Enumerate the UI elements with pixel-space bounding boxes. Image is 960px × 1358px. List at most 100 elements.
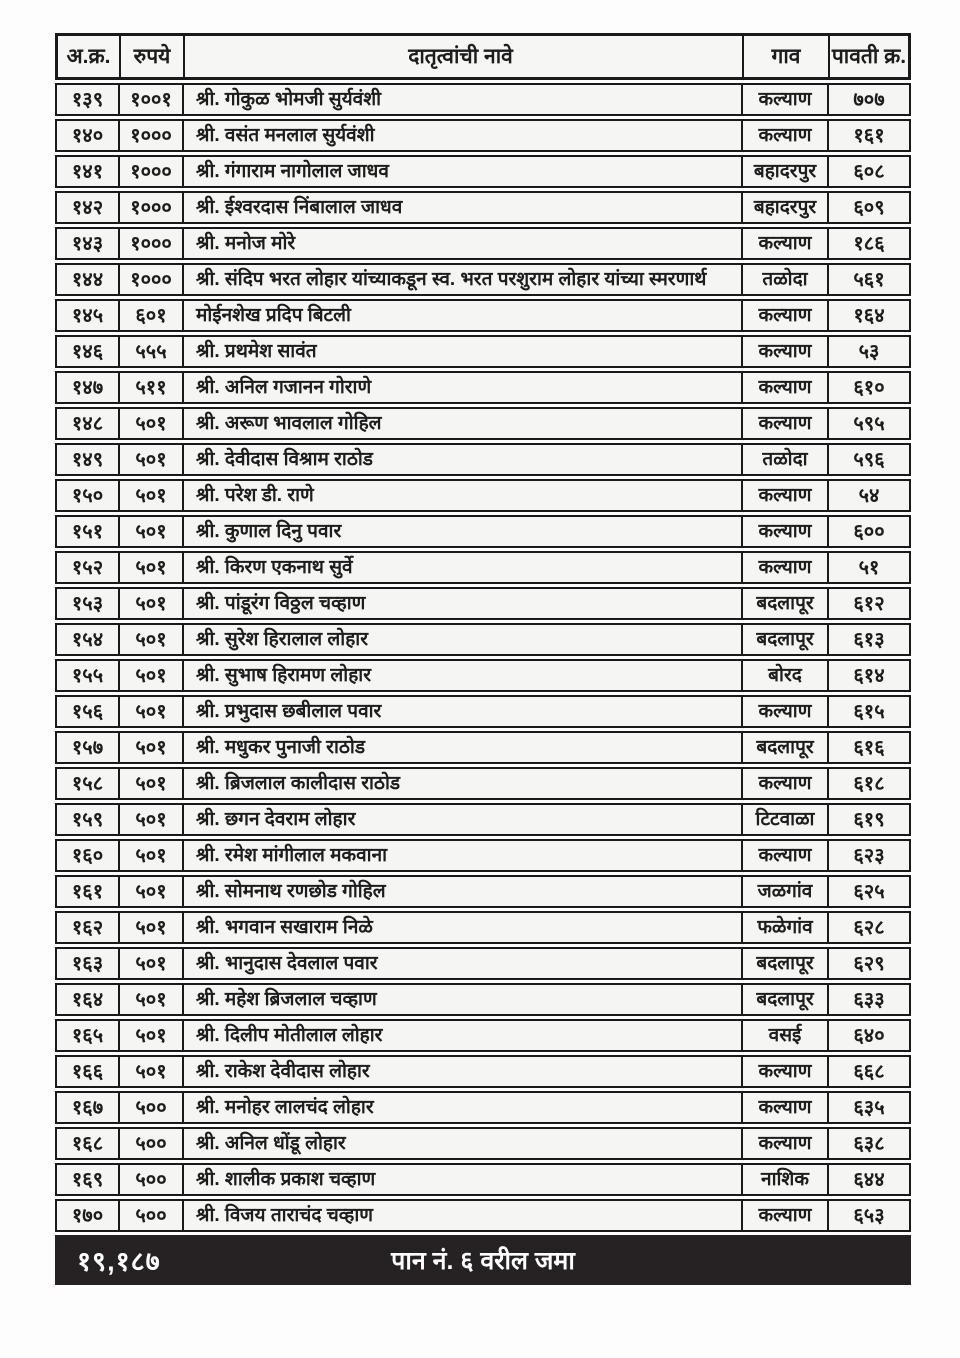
cell-serial: १६७ [57, 1093, 120, 1122]
cell-village: वसई [743, 1021, 829, 1050]
cell-village: कल्याण [743, 517, 829, 546]
cell-serial: १६० [57, 841, 120, 870]
cell-receipt: १८६ [853, 232, 885, 255]
cell-receipt: ६०८ [853, 160, 885, 183]
cell-name: श्री. रमेश मांगीलाल मकवाना [184, 841, 743, 870]
cell-serial: १४५ [57, 301, 120, 330]
cell-amount: ५०१ [120, 481, 184, 510]
table-row: १५० ५०१ श्री. परेश डी. राणे कल्याण ५४ [55, 479, 911, 512]
table-header-row: अ.क्र. रुपये दातृत्वांची नावे गाव पावती … [55, 33, 911, 80]
table-row: १७० ५०० श्री. विजय ताराचंद चव्हाण कल्याण ६५३ [55, 1199, 911, 1232]
cell-name: श्री. छगन देवराम लोहार [184, 805, 743, 834]
cell-village: बहादरपुर [743, 193, 829, 222]
cell-village: कल्याण [743, 121, 829, 150]
cell-amount: ५०१ [120, 445, 184, 474]
cell-amount: ५०१ [120, 913, 184, 942]
table-row: १५१ ५०१ श्री. कुणाल दिनु पवार कल्याण ६०० [55, 515, 911, 548]
table-row: १५८ ५०१ श्री. ब्रिजलाल कालीदास राठोड कल्याण… [55, 767, 911, 800]
cell-serial: १५४ [57, 625, 120, 654]
cell-name: श्री. गोकुळ भोमजी सुर्यवंशी [184, 85, 743, 114]
cell-amount: ५०१ [120, 1057, 184, 1086]
cell-receipt: ५९६ [853, 448, 885, 471]
table-row: १५२ ५०१ श्री. किरण एकनाथ सुर्वे कल्याण ५१ [55, 551, 911, 584]
cell-name: श्री. ईश्वरदास निंबालाल जाधव [184, 193, 743, 222]
table-row: १३९ १००१ श्री. गोकुळ भोमजी सुर्यवंशी कल्याण… [55, 83, 911, 116]
cell-amount: ५०१ [120, 589, 184, 618]
cell-name: श्री. पांडूरंग विठ्ठल चव्हाण [184, 589, 743, 618]
cell-village: बदलापूर [743, 589, 829, 618]
cell-serial: १५५ [57, 661, 120, 690]
cell-name: श्री. ब्रिजलाल कालीदास राठोड [184, 769, 743, 798]
table-row: १४९ ५०१ श्री. देवीदास विश्राम राठोड तळोदा ५९… [55, 443, 911, 476]
cell-village: कल्याण [743, 481, 829, 510]
cell-village: बोरद [743, 661, 829, 690]
cell-name: श्री. भानुदास देवलाल पवार [184, 949, 743, 978]
cell-name: श्री. वसंत मनलाल सुर्यवंशी [184, 121, 743, 150]
cell-name: श्री. विजय ताराचंद चव्हाण [184, 1201, 743, 1230]
cell-receipt: १६४ [853, 304, 885, 327]
table-body: १३९ १००१ श्री. गोकुळ भोमजी सुर्यवंशी कल्याण… [55, 83, 911, 1232]
table-row: १४८ ५०१ श्री. अरूण भावलाल गोहिल कल्याण ५९५ [55, 407, 911, 440]
cell-receipt: ६२३ [853, 844, 885, 867]
cell-serial: १४८ [57, 409, 120, 438]
cell-name: श्री. अनिल गजानन गोराणे [184, 373, 743, 402]
cell-village: कल्याण [743, 373, 829, 402]
cell-amount: ५०१ [120, 625, 184, 654]
cell-name: श्री. भगवान सखाराम निळे [184, 913, 743, 942]
cell-name: श्री. अरूण भावलाल गोहिल [184, 409, 743, 438]
cell-amount: १००१ [120, 85, 184, 114]
cell-serial: १५७ [57, 733, 120, 762]
cell-name: श्री. राकेश देवीदास लोहार [184, 1057, 743, 1086]
table-row: १६४ ५०१ श्री. महेश ब्रिजलाल चव्हाण बदलापूर ६… [55, 983, 911, 1016]
cell-amount: १००० [120, 265, 184, 294]
cell-amount: १००० [120, 121, 184, 150]
cell-serial: १४३ [57, 229, 120, 258]
table-row: १४२ १००० श्री. ईश्वरदास निंबालाल जाधव बहादर… [55, 191, 911, 224]
cell-village: कल्याण [743, 769, 829, 798]
cell-name: श्री. किरण एकनाथ सुर्वे [184, 553, 743, 582]
cell-receipt: ६१० [853, 376, 885, 399]
donation-table: अ.क्र. रुपये दातृत्वांची नावे गाव पावती … [55, 33, 911, 1285]
column-header-receipt: पावती क्र. [831, 45, 907, 68]
cell-village: कल्याण [743, 337, 829, 366]
cell-receipt: १६१ [853, 124, 885, 147]
cell-name: मोईनशेख प्रदिप बिटली [184, 301, 743, 330]
column-header-name: दातृत्वांची नावे [185, 36, 744, 77]
cell-amount: ५०१ [120, 733, 184, 762]
cell-receipt: ६१८ [853, 772, 885, 795]
cell-name: श्री. मनोहर लालचंद लोहार [184, 1093, 743, 1122]
cell-amount: ५११ [120, 373, 184, 402]
cell-serial: १४६ [57, 337, 120, 366]
cell-village: बहादरपुर [743, 157, 829, 186]
table-row: १४७ ५११ श्री. अनिल गजानन गोराणे कल्याण ६१० [55, 371, 911, 404]
cell-village: कल्याण [743, 229, 829, 258]
cell-name: श्री. देवीदास विश्राम राठोड [184, 445, 743, 474]
cell-receipt: ६३३ [853, 988, 885, 1011]
cell-name: श्री. सोमनाथ रणछोड गोहिल [184, 877, 743, 906]
table-footer-row: १९,१८७ पान नं. ६ वरील जमा [55, 1235, 911, 1285]
cell-name: श्री. दिलीप मोतीलाल लोहार [184, 1021, 743, 1050]
cell-amount: १००० [120, 193, 184, 222]
cell-village: कल्याण [743, 841, 829, 870]
table-row: १६७ ५०० श्री. मनोहर लालचंद लोहार कल्याण ६३५ [55, 1091, 911, 1124]
cell-receipt: ७०७ [853, 88, 885, 111]
cell-amount: ५०१ [120, 769, 184, 798]
cell-amount: ५५५ [120, 337, 184, 366]
table-row: १६० ५०१ श्री. रमेश मांगीलाल मकवाना कल्याण ६२… [55, 839, 911, 872]
table-row: १५७ ५०१ श्री. मधुकर पुनाजी राठोड बदलापूर ६१६ [55, 731, 911, 764]
cell-serial: १५३ [57, 589, 120, 618]
table-row: १५५ ५०१ श्री. सुभाष हिरामण लोहार बोरद ६१४ [55, 659, 911, 692]
table-row: १४० १००० श्री. वसंत मनलाल सुर्यवंशी कल्याण १… [55, 119, 911, 152]
cell-village: फळेगांव [743, 913, 829, 942]
cell-amount: ५०१ [120, 841, 184, 870]
cell-name: श्री. कुणाल दिनु पवार [184, 517, 743, 546]
cell-receipt: ६२५ [853, 880, 885, 903]
cell-serial: १४४ [57, 265, 120, 294]
cell-receipt: ५३ [858, 340, 880, 363]
cell-receipt: ६६८ [853, 1060, 885, 1083]
cell-amount: ५०१ [120, 517, 184, 546]
cell-village: टिटवाळा [743, 805, 829, 834]
cell-amount: ५०१ [120, 553, 184, 582]
cell-village: कल्याण [743, 301, 829, 330]
cell-serial: १६२ [57, 913, 120, 942]
